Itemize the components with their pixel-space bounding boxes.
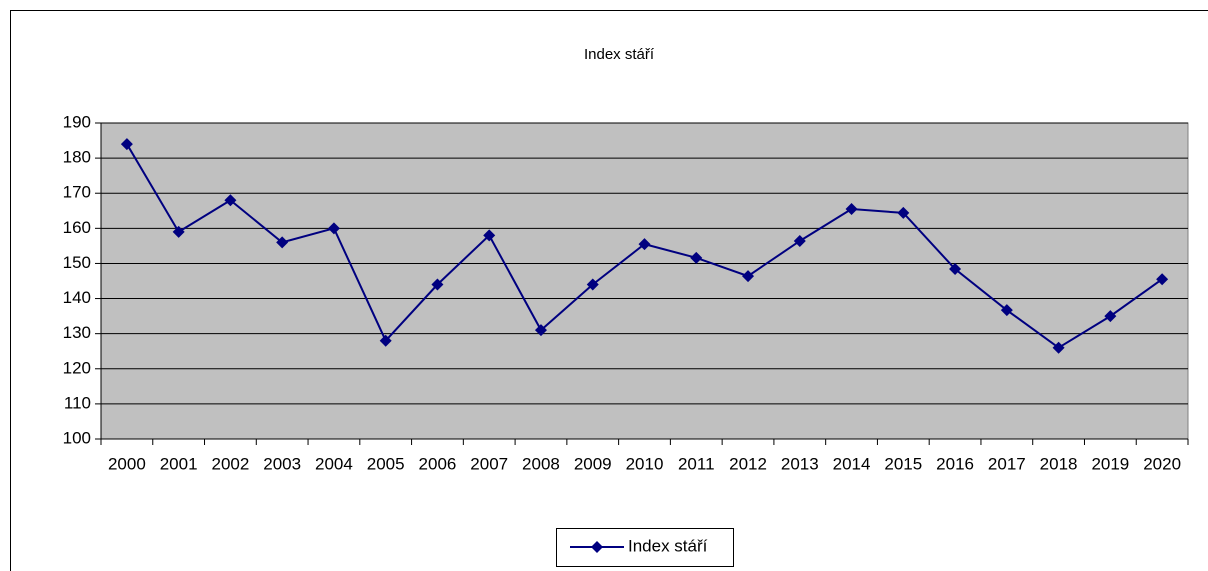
data-marker (1052, 341, 1065, 354)
data-marker (276, 236, 289, 249)
data-marker (586, 278, 599, 291)
data-marker (534, 324, 547, 337)
x-tick-label: 2020 (1143, 454, 1181, 473)
legend-marker (591, 541, 603, 553)
y-tick-label: 180 (63, 148, 91, 167)
x-tick-label: 2006 (419, 454, 457, 473)
data-marker (120, 138, 133, 151)
x-tick-label: 2002 (211, 454, 249, 473)
x-tick-label: 2000 (108, 454, 146, 473)
data-marker (742, 270, 755, 283)
data-marker (327, 222, 340, 235)
x-tick-label: 2012 (729, 454, 767, 473)
x-tick-label: 2011 (678, 454, 715, 473)
data-marker (690, 251, 703, 264)
data-marker (949, 263, 962, 276)
x-tick-label: 2017 (988, 454, 1026, 473)
x-tick-label: 2010 (626, 454, 664, 473)
x-tick-label: 2019 (1091, 454, 1129, 473)
data-marker (172, 225, 185, 238)
y-tick-label: 150 (63, 253, 91, 272)
x-tick-label: 2008 (522, 454, 560, 473)
legend-label: Index stáří (628, 536, 708, 555)
data-marker (483, 229, 496, 242)
x-tick-label: 2005 (367, 454, 405, 473)
data-marker (897, 206, 910, 219)
data-marker (1156, 273, 1169, 286)
chart-title: Index stáří (584, 46, 655, 63)
x-tick-label: 2007 (470, 454, 508, 473)
y-tick-label: 100 (63, 428, 91, 447)
x-tick-label: 2014 (833, 454, 871, 473)
data-marker (1104, 310, 1117, 323)
data-marker (793, 234, 806, 247)
data-marker (845, 203, 858, 216)
data-marker (638, 238, 651, 251)
y-tick-label: 160 (63, 218, 91, 237)
x-tick-label: 2004 (315, 454, 353, 473)
y-tick-label: 140 (63, 288, 91, 307)
data-marker (431, 278, 444, 291)
data-marker (1000, 304, 1013, 317)
data-marker (379, 334, 392, 347)
y-tick-label: 170 (63, 183, 91, 202)
x-tick-label: 2013 (781, 454, 819, 473)
y-tick-label: 120 (63, 358, 91, 377)
x-tick-label: 2018 (1040, 454, 1078, 473)
x-tick-label: 2015 (884, 454, 922, 473)
x-tick-label: 2001 (160, 454, 198, 473)
x-tick-label: 2003 (263, 454, 301, 473)
data-marker (224, 194, 237, 207)
y-tick-label: 130 (63, 323, 91, 342)
x-tick-label: 2016 (936, 454, 974, 473)
x-tick-label: 2009 (574, 454, 612, 473)
y-tick-label: 190 (63, 112, 91, 131)
y-tick-label: 110 (64, 393, 91, 412)
plot-area (100, 122, 1189, 440)
